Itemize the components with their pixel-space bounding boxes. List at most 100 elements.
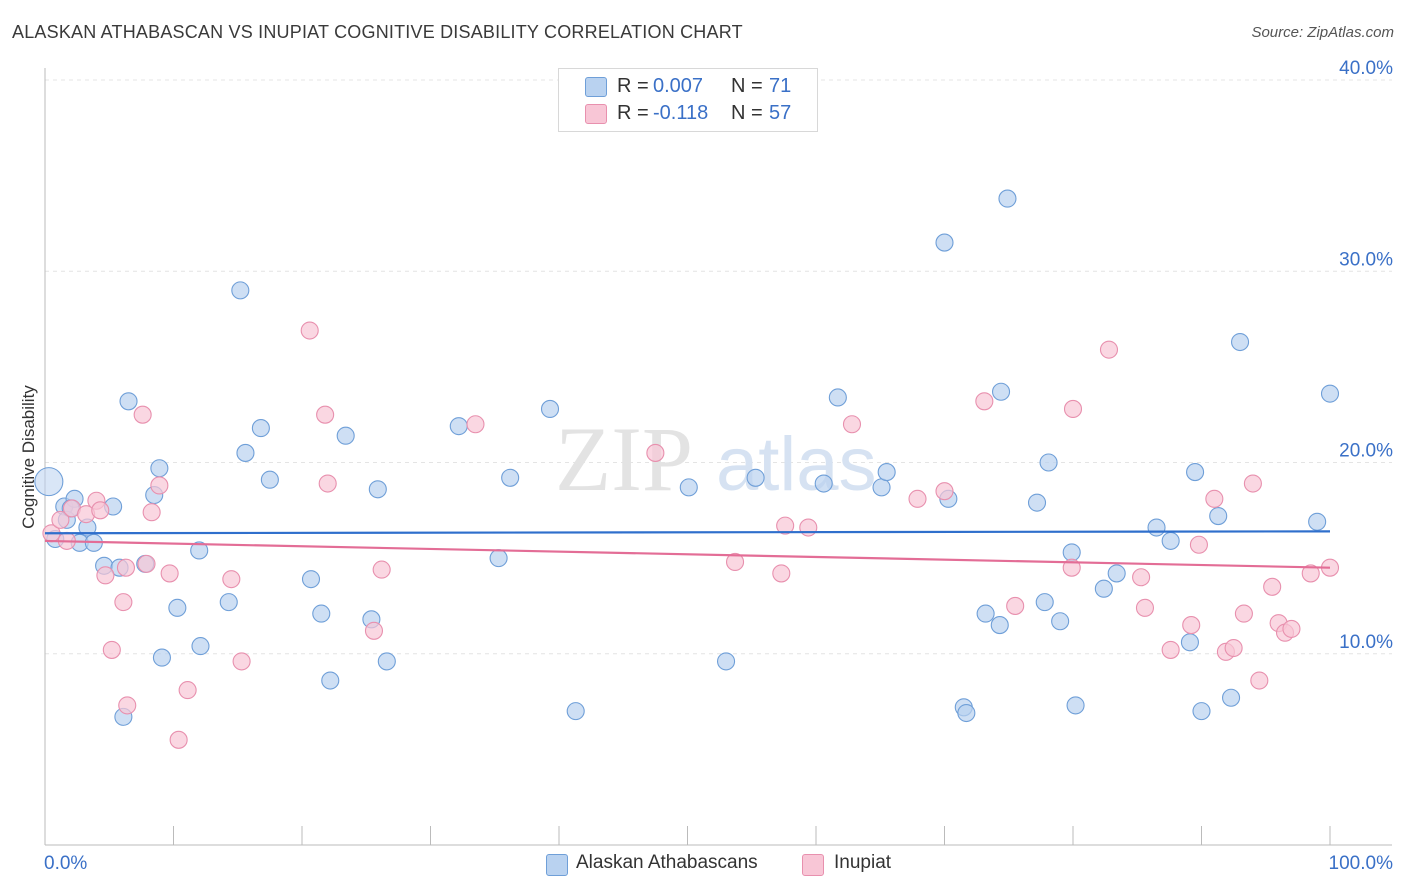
r-label: R = [617,102,649,124]
inupiat-point [772,564,791,583]
stats-row-athabascan: R = 0.007 N = 71 [559,73,817,101]
legend-swatch-pink [585,104,607,124]
athabascan-point [1209,506,1228,526]
athabascan-point [301,570,321,589]
inupiat-point [725,552,745,572]
n-label: N = [731,102,763,124]
stats-legend: R = 0.007 N = 71 R = -0.118 N = 57 [558,68,818,132]
inupiat-point [1250,671,1269,690]
inupiat-point [51,510,70,529]
inupiat-point [1224,638,1243,658]
athabascan-point [236,443,255,462]
source-label: Source: ZipAtlas.com [1251,24,1394,41]
y-tick-label: 40.0% [1339,58,1393,79]
athabascan-point [1094,579,1113,598]
inupiat-point [1006,596,1025,615]
inupiat-point [118,696,137,715]
inupiat-point [1282,619,1301,638]
athabascan-point [990,616,1009,635]
athabascan-point [150,459,169,478]
r-value: 0.007 [653,75,704,97]
inupiat-point [908,489,927,508]
axes [44,68,1392,846]
inupiat-point [1189,535,1208,554]
athabascan-point [877,463,896,482]
inupiat-trend-line [44,539,1331,569]
legend-swatch-blue [546,854,568,876]
athabascan-point [935,233,954,252]
trend-lines [44,530,1331,569]
athabascan-point [336,426,355,445]
athabascan-point [814,474,833,493]
athabascan-point [1147,518,1166,537]
inupiat-point [1182,616,1201,635]
athabascan-point [377,652,396,671]
athabascan-trend-line [44,530,1331,535]
legend-swatch-blue [585,77,607,97]
inupiat-point [842,415,862,434]
watermark-atlas: atlas [716,422,877,507]
scatter-points [34,189,1340,749]
inupiat-point [318,474,337,493]
athabascan-point [219,593,238,612]
inupiat-point [169,730,188,749]
inupiat-point [160,564,179,583]
inupiat-point [133,405,152,424]
inupiat-point [1234,604,1253,623]
inupiat-point [222,570,241,589]
athabascan-point [1035,593,1054,612]
athabascan-point [1186,463,1205,482]
athabascan-point [540,399,560,419]
athabascan-point [1051,612,1070,631]
athabascan-point [1161,531,1180,550]
inupiat-point [114,593,133,612]
athabascan-point [1027,493,1047,512]
athabascan-point [1320,384,1340,403]
inupiat-point [137,554,156,573]
athabascan-point [998,189,1017,208]
inupiat-point [1263,577,1282,596]
gridlines [45,79,1392,655]
athabascan-point [1308,512,1327,531]
athabascan-point [501,468,520,487]
athabascan-point [1231,332,1250,352]
legend-label: Alaskan Athabascans [576,852,758,873]
athabascan-point [449,417,468,436]
athabascan-point [152,648,171,667]
athabascan-point [828,388,847,407]
x-tick-label: 100.0% [1329,853,1394,874]
inupiat-point [232,652,251,671]
inupiat-point [96,566,115,585]
inupiat-point [150,476,169,495]
athabascan-point [190,541,209,560]
athabascan-point [489,549,508,568]
legend-label: Inupiat [834,852,892,873]
athabascan-point [119,392,138,411]
r-label: R = [617,75,649,97]
athabascan-point [168,598,187,617]
athabascan-point [1039,453,1058,472]
watermark-zip: ZIP [555,408,693,510]
x-tick-label: 0.0% [44,853,87,874]
inupiat-point [1135,598,1155,617]
inupiat-point [116,558,136,577]
inupiat-point [776,516,795,535]
n-value: 57 [769,102,792,124]
inupiat-point [316,405,335,424]
inupiat-point [1063,399,1083,419]
inupiat-point [300,321,319,340]
inupiat-point [1205,489,1224,508]
athabascan-point [251,419,270,438]
inupiat-point [91,501,110,520]
athabascan-point [321,671,340,690]
axis-labels: 10.0% 20.0% 30.0% 40.0% 0.0% 100.0% Cognitive … [19,58,1393,874]
athabascan-point [368,480,387,499]
y-axis-title: Cognitive Disability [19,385,38,529]
athabascan-point [976,604,995,623]
athabascan-point [1066,696,1085,715]
athabascan-point [34,467,64,497]
athabascan-point [1192,702,1211,721]
athabascan-point [231,281,250,300]
inupiat-point [1161,640,1180,659]
